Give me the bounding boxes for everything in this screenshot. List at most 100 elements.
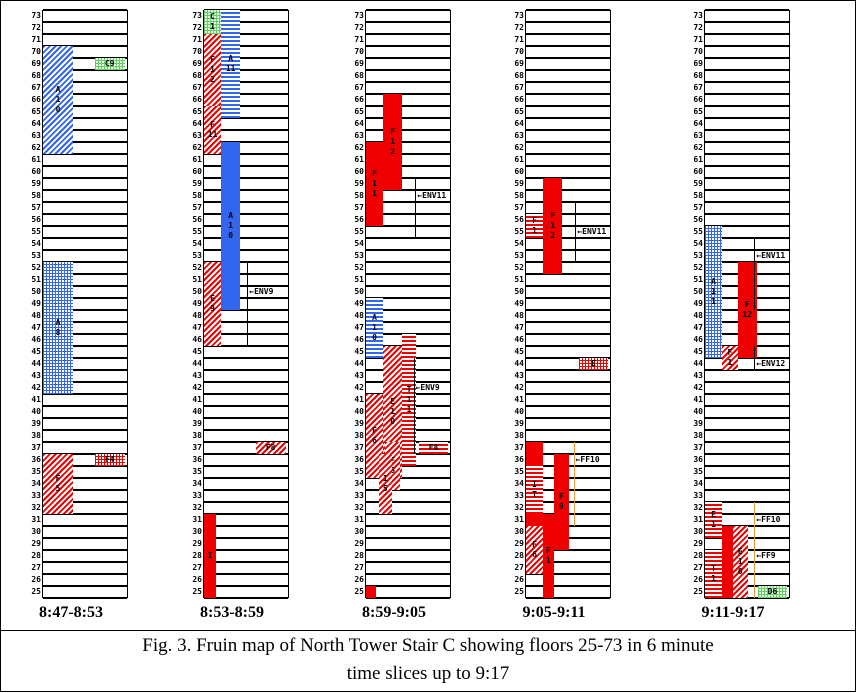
floor-number: 51	[192, 275, 202, 284]
floor-number: 33	[31, 491, 41, 500]
floor-number: 72	[31, 23, 41, 32]
annotation-label: ←ENV12	[756, 359, 786, 368]
floor-number: 29	[31, 539, 41, 548]
annotation-label: ←ENV11	[577, 227, 607, 236]
block-label: F 1 1	[372, 169, 377, 198]
block-label: F 12	[742, 300, 752, 319]
floor-line	[366, 117, 450, 119]
occupant-group-block	[705, 226, 723, 358]
time-slice-panel: 73 72 71 70 69 68 67 66 65 64 63 62 61 60 59 58 57 56 55 54…	[676, 9, 800, 625]
floor-number: 43	[693, 371, 703, 380]
floor-number: 66	[514, 95, 524, 104]
floor-number: 29	[192, 539, 202, 548]
floor-number: 45	[31, 347, 41, 356]
annotation-label: ←ENV11	[756, 251, 786, 260]
floor-number: 58	[192, 191, 202, 200]
floor-number: 55	[354, 227, 364, 236]
floor-number: 58	[514, 191, 524, 200]
stair-grid: A 1 1 F 12 F 1 E 1 T 1 E 1 0 D6 ←ENV11 ←ENV12 ←FF…	[704, 9, 790, 599]
block-label: F 6	[372, 426, 377, 445]
floor-line	[366, 21, 450, 23]
block-label: F 5	[390, 456, 396, 475]
floor-number: 32	[693, 503, 703, 512]
floor-number: 43	[31, 371, 41, 380]
floor-line	[204, 213, 288, 215]
floor-number: 26	[693, 575, 703, 584]
floor-number: 51	[693, 275, 703, 284]
figure-caption: Fig. 3. Fruin map of North Tower Stair C…	[0, 630, 856, 693]
occupant-group-block	[383, 94, 403, 190]
floor-line	[526, 57, 610, 59]
floor-line	[204, 501, 288, 503]
floor-number: 52	[354, 263, 364, 272]
floor-number: 27	[693, 563, 703, 572]
occupant-group-block	[526, 214, 544, 238]
floor-number: 69	[31, 59, 41, 68]
floor-line	[204, 321, 288, 323]
floor-line	[43, 429, 127, 431]
floor-number: 28	[192, 551, 202, 560]
floor-line	[204, 201, 288, 203]
floor-number: 55	[31, 227, 41, 236]
floor-line	[204, 165, 288, 167]
floor-line	[526, 393, 610, 395]
floor-line	[43, 129, 127, 131]
floor-number: 28	[693, 551, 703, 560]
floor-number: 52	[192, 263, 202, 272]
occupant-group-block	[722, 346, 738, 370]
floor-line	[526, 177, 610, 179]
floor-line	[705, 441, 789, 443]
floor-number: 51	[31, 275, 41, 284]
floor-number: 32	[31, 503, 41, 512]
floor-number: 37	[693, 443, 703, 452]
floor-number: 70	[354, 47, 364, 56]
floor-number: 64	[354, 119, 364, 128]
floor-number: 68	[514, 71, 524, 80]
floor-number: 47	[693, 323, 703, 332]
floor-number: 72	[192, 23, 202, 32]
floor-line	[366, 69, 450, 71]
floor-line	[43, 153, 127, 155]
floor-number: 65	[192, 107, 202, 116]
floor-number: 42	[192, 383, 202, 392]
floor-line	[43, 441, 127, 443]
floor-number: 30	[192, 527, 202, 536]
floor-line	[705, 69, 789, 71]
floor-number: 59	[514, 179, 524, 188]
floor-number: 63	[514, 131, 524, 140]
floor-line	[204, 189, 288, 191]
floor-line	[526, 93, 610, 95]
occupant-group-block	[204, 262, 222, 346]
floor-line	[204, 525, 288, 527]
occupant-group-block	[402, 334, 416, 466]
floor-line	[366, 45, 450, 47]
floor-number: 61	[354, 155, 364, 164]
floor-number: 47	[31, 323, 41, 332]
floor-number: 52	[693, 263, 703, 272]
time-slice-label: 8:53-8:59	[200, 604, 264, 621]
floor-number: 60	[693, 167, 703, 176]
occupant-group-block	[255, 442, 286, 454]
floor-line	[705, 9, 789, 11]
floor-line	[43, 489, 127, 491]
block-label: E 1 0	[737, 547, 743, 576]
annotation-range-line	[247, 262, 249, 346]
floor-number: 29	[354, 539, 364, 548]
floor-number: 70	[514, 47, 524, 56]
floor-line	[705, 105, 789, 107]
floor-line	[43, 477, 127, 479]
floor-line	[43, 285, 127, 287]
floor-number: 54	[354, 239, 364, 248]
occupant-group-block	[553, 454, 569, 550]
floor-number: 57	[514, 203, 524, 212]
floor-number: 72	[693, 23, 703, 32]
block-label: C 1	[210, 12, 215, 31]
time-slice-panel: 73 72 71 70 69 68 67 66 65 64 63 62 61 60 59 58 57 56 55 54…	[175, 9, 299, 625]
floor-number: 69	[514, 59, 524, 68]
floor-line	[43, 345, 127, 347]
floor-line	[204, 117, 288, 119]
floor-number: 41	[354, 395, 364, 404]
floor-number: 50	[514, 287, 524, 296]
floor-line	[705, 489, 789, 491]
floor-line	[43, 417, 127, 419]
